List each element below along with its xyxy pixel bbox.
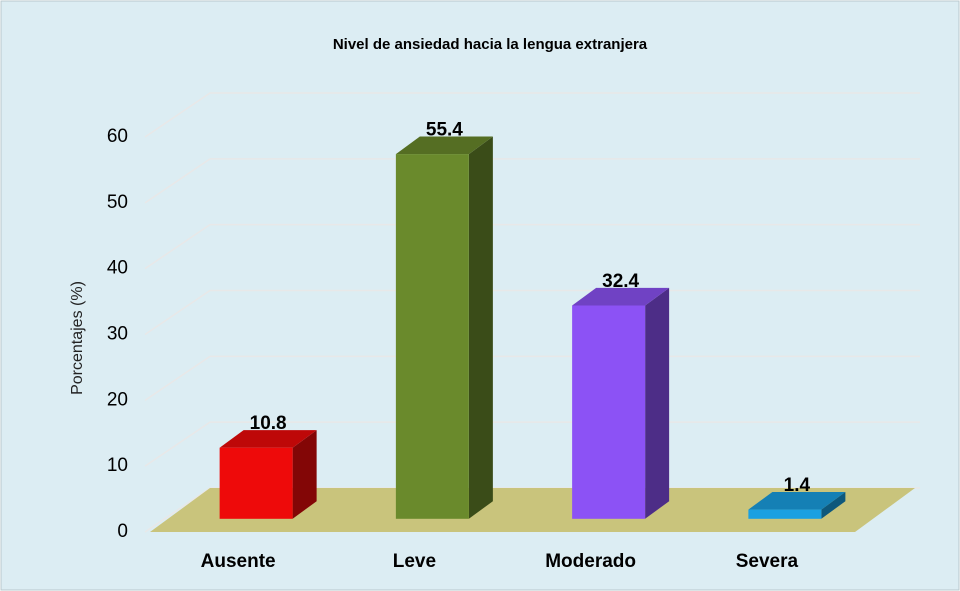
bar-side [821, 491, 846, 519]
y-tick-label: 20 [107, 389, 128, 410]
x-tick-label: Moderado [545, 551, 636, 572]
grid-line [144, 355, 920, 401]
bar-side [292, 430, 317, 519]
value-label: 55.4 [426, 119, 463, 140]
value-label: 1.4 [784, 475, 811, 496]
bar [748, 509, 822, 519]
grid-line [144, 223, 920, 270]
y-tick-label: 0 [117, 521, 128, 542]
chart-title: Nivel de ansiedad hacia la lengua extran… [333, 36, 648, 53]
bar [219, 447, 293, 519]
x-tick-label: Ausente [201, 551, 276, 572]
bar-top [572, 287, 670, 306]
value-label: 32.4 [602, 271, 639, 292]
grid-line [144, 289, 920, 336]
bar-top [748, 491, 846, 510]
bar-top [395, 136, 493, 155]
bar [572, 305, 646, 519]
y-axis-label: Porcentajes (%) [69, 281, 86, 395]
x-tick-label: Severa [736, 551, 799, 572]
y-tick-label: 50 [107, 192, 128, 213]
x-tick-label: Leve [393, 551, 436, 572]
bar-side [645, 287, 670, 519]
y-tick-label: 60 [107, 126, 128, 147]
grid-line [144, 421, 920, 467]
grid-line [144, 92, 920, 138]
value-label: 10.8 [250, 413, 287, 434]
grid-line [144, 158, 920, 204]
bar-side [468, 136, 493, 519]
y-tick-label: 10 [107, 455, 128, 476]
bar [395, 154, 469, 519]
y-tick-label: 30 [107, 324, 128, 345]
floor [150, 488, 915, 532]
bar-top [219, 430, 317, 448]
y-tick-label: 40 [107, 258, 128, 279]
